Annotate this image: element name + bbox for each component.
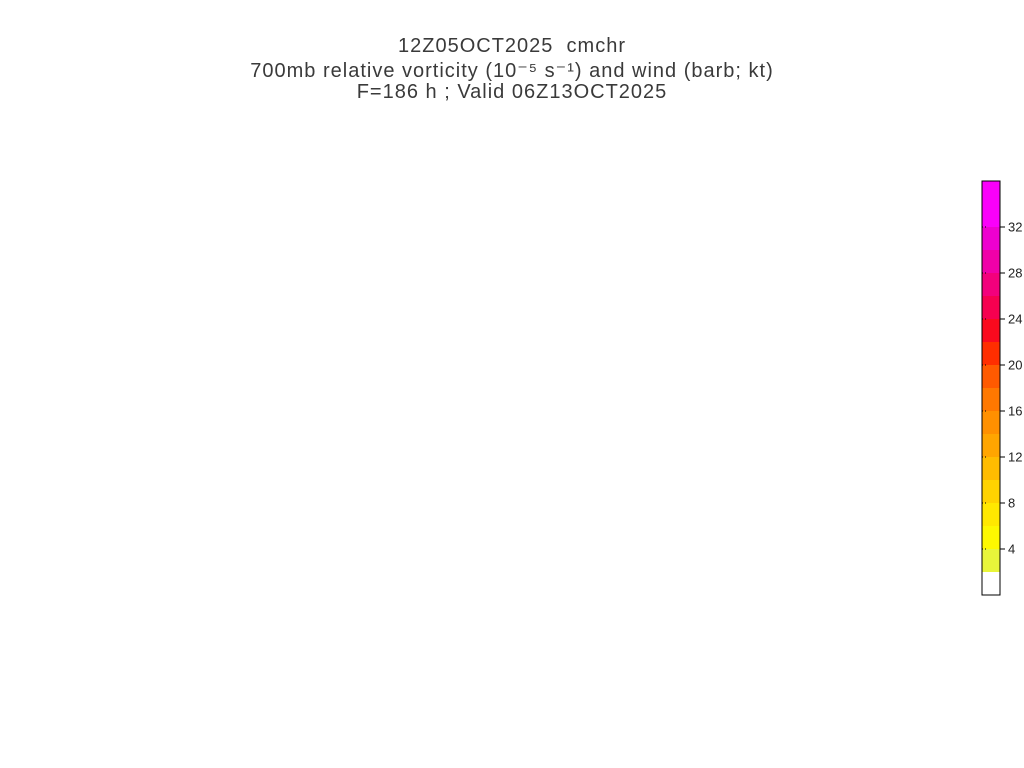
colorbar-tick-label: 32 — [1008, 220, 1022, 235]
colorbar-tick-label: 24 — [1008, 312, 1022, 327]
colorbar-tick-label: 8 — [1008, 496, 1015, 511]
colorbar-tick-label: 20 — [1008, 358, 1022, 373]
chart-title-valid: F=186 h ; Valid 06Z13OCT2025 — [356, 81, 668, 103]
chart-title-run: 12Z05OCT2025 cmchr — [398, 35, 626, 57]
colorbar-tick-label: 12 — [1008, 450, 1022, 465]
colorbar: 32 28 24 20 16 12 8 4 — [981, 180, 1022, 596]
colorbar-tick-label: 16 — [1008, 404, 1022, 419]
colorbar-tick-label: 28 — [1008, 266, 1022, 281]
colorbar-tick-label: 4 — [1008, 542, 1015, 557]
chart-title-field: 700mb relative vorticity (10⁻⁵ s⁻¹) and … — [250, 60, 774, 82]
